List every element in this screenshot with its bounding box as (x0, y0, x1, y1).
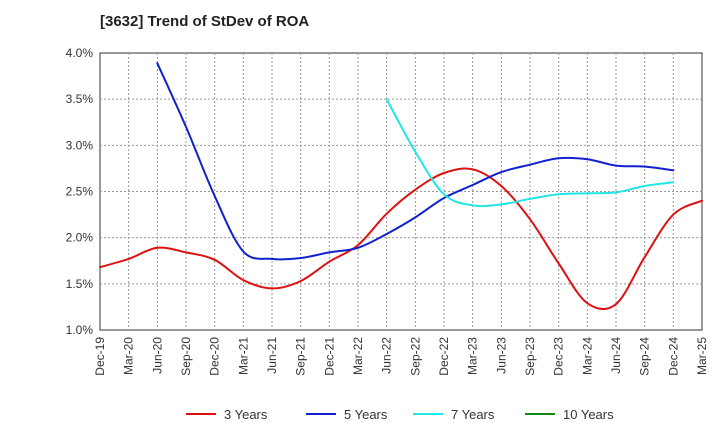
legend: 3 Years 5 Years 7 Years 10 Years (186, 407, 614, 422)
x-tick-label: Mar-24 (580, 337, 594, 375)
legend-label-7-years: 7 Years (451, 407, 495, 422)
y-tick-label: 1.5% (66, 277, 94, 291)
y-tick-label: 2.5% (66, 185, 94, 199)
x-tick-label: Jun-21 (265, 337, 279, 374)
x-tick-label: Sep-22 (408, 337, 422, 376)
x-tick-label: Jun-20 (150, 337, 164, 374)
y-tick-label: 4.0% (66, 46, 94, 60)
x-tick-label: Dec-22 (437, 337, 451, 376)
series-line-5-years (156, 62, 675, 261)
series-lines (99, 62, 703, 311)
series-line-3-years (99, 167, 703, 311)
chart-title: [3632] Trend of StDev of ROA (100, 13, 310, 30)
x-tick-label: Sep-23 (523, 337, 537, 376)
x-tick-label: Dec-24 (666, 337, 680, 376)
legend-label-10-years: 10 Years (563, 407, 614, 422)
x-tick-label: Mar-25 (695, 337, 709, 375)
x-tick-label: Sep-20 (179, 337, 193, 376)
x-tick-label: Mar-23 (466, 337, 480, 375)
x-tick-label: Mar-21 (236, 337, 250, 375)
y-tick-label: 3.0% (66, 138, 94, 152)
x-tick-label: Jun-22 (380, 337, 394, 374)
legend-label-3-years: 3 Years (224, 407, 268, 422)
x-tick-label: Mar-20 (122, 337, 136, 375)
x-tick-label: Sep-24 (638, 337, 652, 376)
y-axis-ticks: 1.0% 1.5% 2.0% 2.5% 3.0% 3.5% 4.0% (66, 46, 94, 337)
legend-label-5-years: 5 Years (344, 407, 388, 422)
y-tick-label: 3.5% (66, 92, 94, 106)
x-tick-label: Mar-22 (351, 337, 365, 375)
series-line-7-years (385, 98, 675, 208)
grid (100, 53, 702, 330)
x-tick-label: Dec-23 (552, 337, 566, 376)
x-tick-label: Dec-20 (208, 337, 222, 376)
x-tick-label: Dec-19 (93, 337, 107, 376)
x-tick-label: Jun-23 (494, 337, 508, 374)
y-tick-label: 2.0% (66, 231, 94, 245)
x-tick-label: Jun-24 (609, 337, 623, 374)
y-tick-label: 1.0% (66, 323, 94, 337)
x-tick-label: Sep-21 (294, 337, 308, 376)
x-axis-ticks: Dec-19 Mar-20 Jun-20 Sep-20 Dec-20 Mar-21 Jun-… (93, 337, 709, 376)
x-tick-label: Dec-21 (322, 337, 336, 376)
